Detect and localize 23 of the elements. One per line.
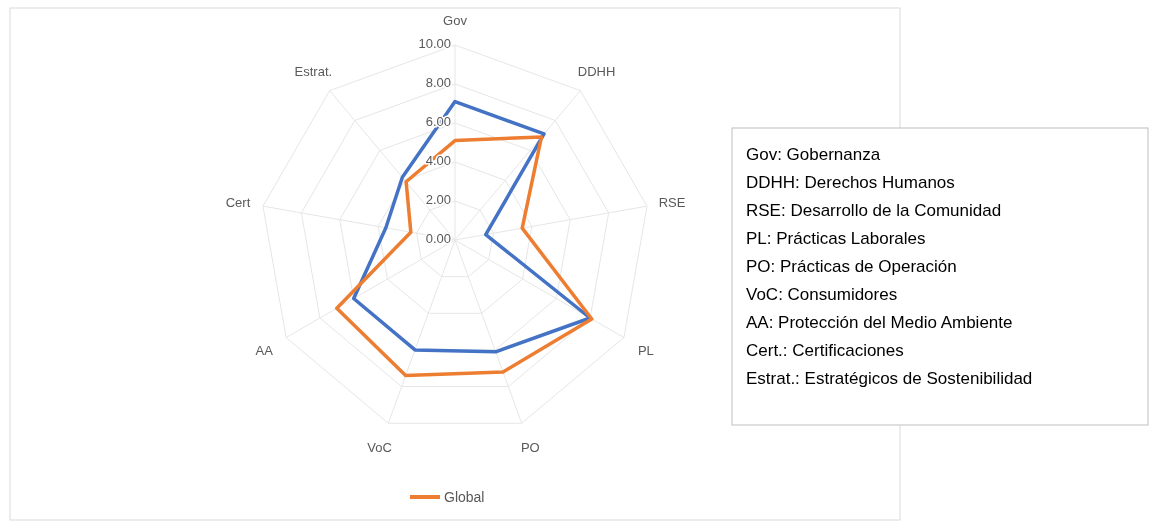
spoke-label: RSE bbox=[658, 194, 686, 210]
y-tick-label: 0.00 bbox=[425, 231, 451, 247]
spoke-label: Cert bbox=[225, 194, 251, 210]
text: Cert.: Certificaciones bbox=[746, 341, 904, 360]
text: VoC: Consumidores bbox=[746, 285, 898, 304]
spoke-label: Estrat. bbox=[294, 64, 333, 80]
spoke-label: PO bbox=[520, 440, 540, 456]
text: DDHH: Derechos Humanos bbox=[746, 173, 955, 192]
text: Gov: Gobernanza bbox=[746, 145, 881, 164]
spoke-label: VoC bbox=[367, 440, 392, 456]
y-tick-label: 10.00 bbox=[418, 36, 451, 52]
text: Estrat.: Estratégicos de Sostenibilidad bbox=[746, 369, 1033, 388]
spoke-label: PL bbox=[637, 343, 654, 359]
legend-label: Global bbox=[444, 489, 485, 505]
text: AA: Protección del Medio Ambiente bbox=[746, 313, 1013, 332]
y-tick-label: 8.00 bbox=[425, 75, 451, 91]
spoke-label: DDHH bbox=[577, 64, 616, 80]
spoke-label: AA bbox=[255, 343, 274, 359]
text: PO: Prácticas de Operación bbox=[746, 257, 957, 276]
text: RSE: Desarrollo de la Comunidad bbox=[746, 201, 1002, 220]
spoke-label: Gov bbox=[443, 12, 468, 28]
text: PL: Prácticas Laborales bbox=[746, 229, 926, 248]
y-tick-label: 2.00 bbox=[425, 192, 451, 208]
